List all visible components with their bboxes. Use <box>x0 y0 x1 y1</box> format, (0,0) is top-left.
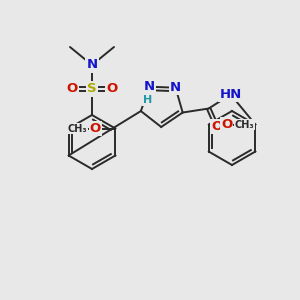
Text: O: O <box>211 120 222 133</box>
Text: HN: HN <box>220 88 242 101</box>
Text: S: S <box>87 82 97 95</box>
Text: N: N <box>86 58 98 71</box>
Text: H: H <box>143 95 152 105</box>
Text: O: O <box>90 122 101 135</box>
Text: N: N <box>170 81 181 94</box>
Text: O: O <box>66 82 78 95</box>
Text: CH₃: CH₃ <box>68 124 87 134</box>
Text: O: O <box>106 82 118 95</box>
Text: CH₃: CH₃ <box>235 119 254 130</box>
Text: O: O <box>221 118 232 131</box>
Text: N: N <box>144 80 155 93</box>
